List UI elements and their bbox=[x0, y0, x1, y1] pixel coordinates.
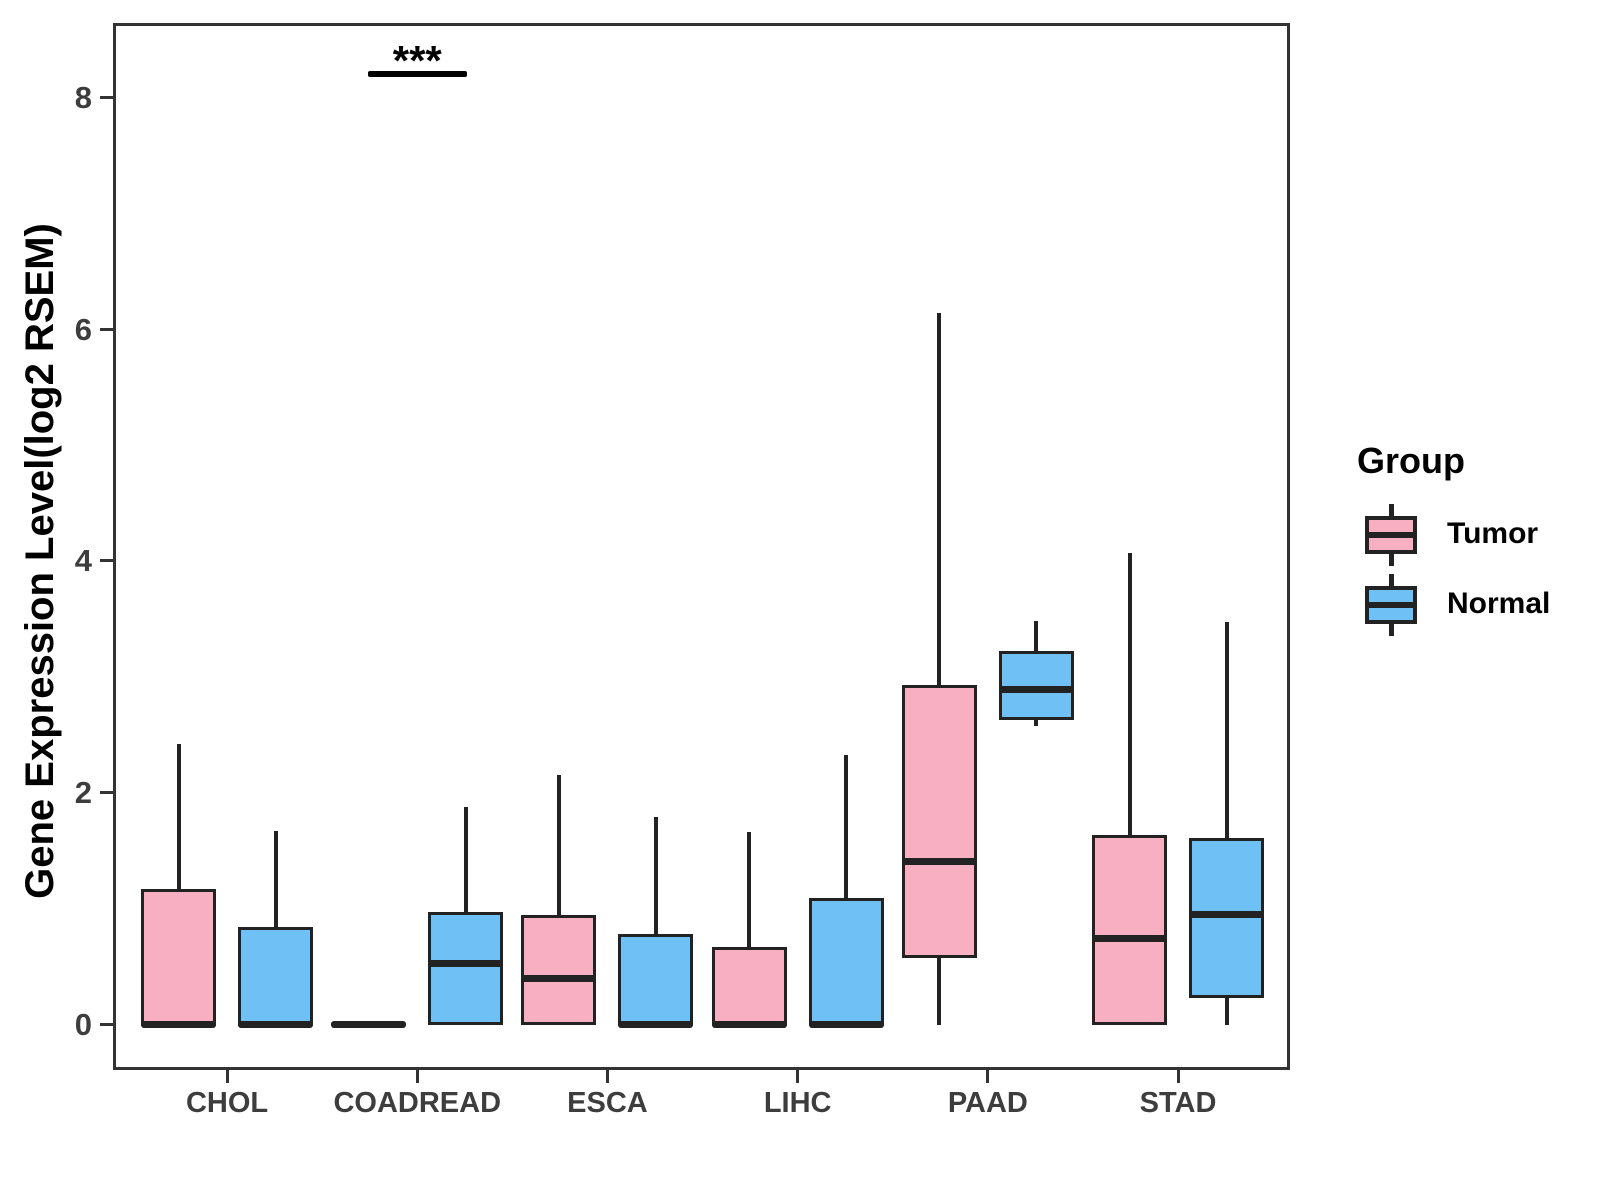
x-axis-tick bbox=[986, 1070, 990, 1083]
median-line bbox=[521, 974, 597, 982]
legend: Group Tumor Normal bbox=[1340, 440, 1600, 640]
x-axis-tick bbox=[225, 1070, 229, 1083]
median-line bbox=[711, 1021, 787, 1029]
x-tick-label: CHOL bbox=[185, 1087, 269, 1119]
normal-boxplot-glyph-icon bbox=[1365, 574, 1417, 636]
lower-whisker bbox=[1224, 998, 1229, 1025]
upper-whisker bbox=[1224, 622, 1229, 839]
significance-stars: *** bbox=[392, 37, 442, 85]
legend-label-tumor: Tumor bbox=[1447, 517, 1539, 550]
upper-whisker bbox=[556, 775, 561, 915]
box-normal-coadread bbox=[428, 912, 504, 1025]
x-axis-tick bbox=[1176, 1070, 1180, 1083]
legend-item-normal: Normal bbox=[1340, 570, 1600, 640]
box-normal-chol bbox=[238, 927, 314, 1025]
x-tick-label: LIHC bbox=[763, 1087, 832, 1119]
tumor-boxplot-glyph-icon bbox=[1365, 504, 1417, 566]
box-tumor-stad bbox=[1092, 834, 1168, 1025]
upper-whisker bbox=[273, 831, 278, 928]
upper-whisker bbox=[653, 817, 658, 935]
y-tick-label: 8 bbox=[74, 79, 92, 115]
legend-item-tumor: Tumor bbox=[1340, 500, 1600, 570]
lower-whisker bbox=[937, 957, 942, 1025]
upper-whisker bbox=[844, 754, 849, 899]
significance-bar bbox=[367, 71, 467, 78]
box-normal-lihc bbox=[808, 898, 884, 1025]
lower-whisker bbox=[1034, 719, 1039, 726]
y-tick-label: 4 bbox=[74, 543, 92, 579]
median-line bbox=[141, 1021, 217, 1029]
y-tick-label: 6 bbox=[74, 311, 92, 347]
upper-whisker bbox=[176, 744, 181, 890]
y-axis-tick bbox=[100, 327, 113, 331]
x-tick-label: COADREAD bbox=[333, 1087, 502, 1119]
y-axis-tick bbox=[100, 95, 113, 99]
upper-whisker bbox=[747, 832, 752, 948]
median-line bbox=[331, 1021, 407, 1029]
legend-label-normal: Normal bbox=[1447, 587, 1551, 620]
upper-whisker bbox=[1034, 621, 1039, 652]
box-tumor-esca bbox=[521, 914, 597, 1025]
y-axis-tick bbox=[100, 1023, 113, 1027]
legend-title: Group bbox=[1357, 440, 1465, 481]
box-tumor-lihc bbox=[711, 947, 787, 1025]
x-tick-label: PAAD bbox=[947, 1087, 1028, 1119]
upper-whisker bbox=[937, 312, 942, 686]
median-line bbox=[901, 857, 977, 865]
box-normal-paad bbox=[998, 651, 1074, 720]
median-line bbox=[618, 1021, 694, 1029]
x-axis-tick bbox=[796, 1070, 800, 1083]
x-axis-tick bbox=[415, 1070, 419, 1083]
upper-whisker bbox=[463, 806, 468, 913]
glyph-median bbox=[1365, 532, 1417, 538]
upper-whisker bbox=[1127, 552, 1132, 835]
median-line bbox=[1189, 911, 1265, 919]
median-line bbox=[428, 959, 504, 967]
median-line bbox=[1092, 935, 1168, 943]
box-normal-esca bbox=[618, 934, 694, 1025]
x-axis-tick bbox=[605, 1070, 609, 1083]
median-line bbox=[808, 1021, 884, 1029]
box-tumor-paad bbox=[901, 685, 977, 958]
y-axis-tick bbox=[100, 559, 113, 563]
median-line bbox=[238, 1021, 314, 1029]
x-tick-label: STAD bbox=[1139, 1087, 1217, 1119]
glyph-median bbox=[1365, 602, 1417, 608]
y-tick-label: 2 bbox=[74, 775, 92, 811]
median-line bbox=[998, 686, 1074, 694]
box-normal-stad bbox=[1189, 838, 1265, 999]
y-tick-label: 0 bbox=[74, 1007, 92, 1043]
x-tick-label: ESCA bbox=[567, 1087, 648, 1119]
y-axis-tick bbox=[100, 791, 113, 795]
box-tumor-chol bbox=[141, 889, 217, 1025]
